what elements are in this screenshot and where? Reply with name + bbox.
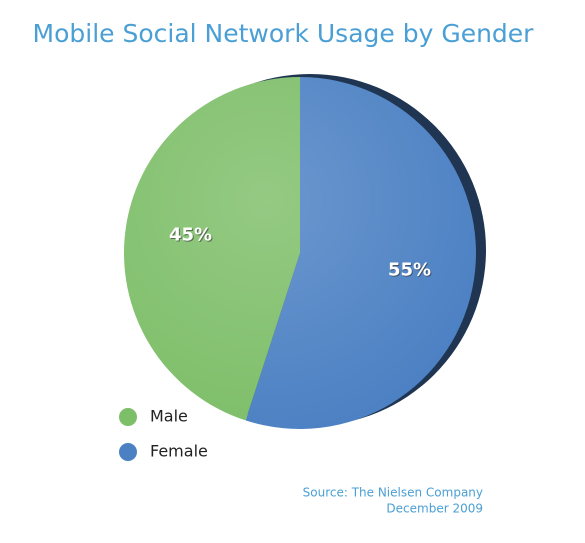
value-label: 45% bbox=[169, 225, 212, 246]
labels: 55%55%45%45% bbox=[169, 225, 432, 282]
legend: Male Female bbox=[119, 407, 208, 461]
source-date: December 2009 bbox=[386, 502, 483, 516]
pie bbox=[123, 77, 476, 430]
source: Source: The Nielsen Company bbox=[303, 486, 483, 500]
legend-label: Male bbox=[150, 407, 188, 426]
value-label-shadow: 55% bbox=[389, 260, 432, 281]
legend-marker bbox=[119, 408, 137, 426]
value-label-shadow: 45% bbox=[170, 226, 213, 247]
legend-marker bbox=[119, 443, 137, 461]
value-label: 55% bbox=[388, 259, 431, 280]
legend-label: Female bbox=[150, 442, 208, 461]
chart-title: Mobile Social Network Usage by Gender bbox=[33, 19, 535, 48]
